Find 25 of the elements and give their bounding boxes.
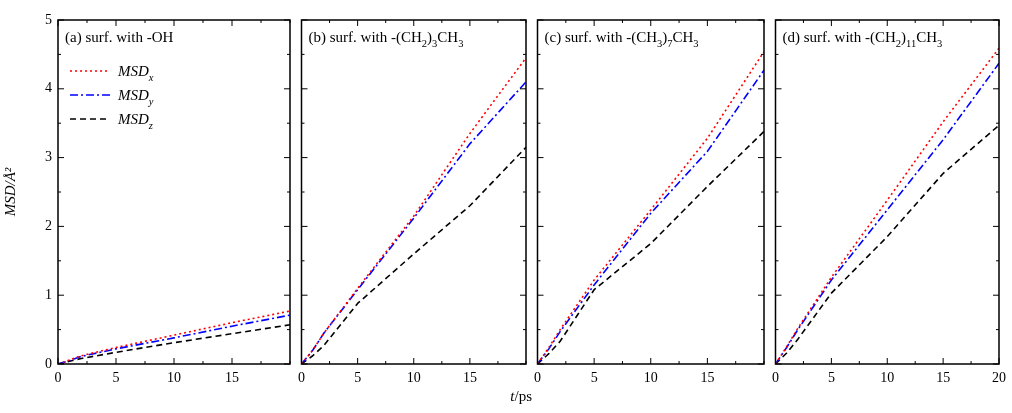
x-tick-label: 0 <box>772 370 779 386</box>
y-tick-label: 2 <box>45 218 52 234</box>
text: (a) surf. with -OH <box>65 29 174 46</box>
x-tick-label: 15 <box>700 370 715 386</box>
x-tick-label: 0 <box>298 370 305 386</box>
x-tick-label: 15 <box>936 370 951 386</box>
x-tick-label: 0 <box>534 370 541 386</box>
x-tick-label: 15 <box>225 370 239 386</box>
y-tick-label: 4 <box>45 80 52 96</box>
y-tick-label: 3 <box>45 149 52 165</box>
x-tick-label: 20 <box>992 370 1006 386</box>
x-axis-title: t/ps <box>509 388 532 405</box>
x-tick-label: 5 <box>827 370 835 386</box>
y-tick-label: 0 <box>45 355 52 371</box>
y-axis-title: MSD/Å² <box>1 167 18 218</box>
x-tick-label: 5 <box>112 370 120 386</box>
x-tick-label: 5 <box>354 370 362 386</box>
x-tick-label: 5 <box>590 370 598 386</box>
x-tick-label: 10 <box>406 370 421 386</box>
x-tick-label: 10 <box>643 370 658 386</box>
x-tick-label: 10 <box>880 370 895 386</box>
y-tick-label: 5 <box>45 11 52 27</box>
x-tick-label: 10 <box>167 370 181 386</box>
y-tick-label: 1 <box>45 286 52 302</box>
x-tick-label: 15 <box>462 370 477 386</box>
